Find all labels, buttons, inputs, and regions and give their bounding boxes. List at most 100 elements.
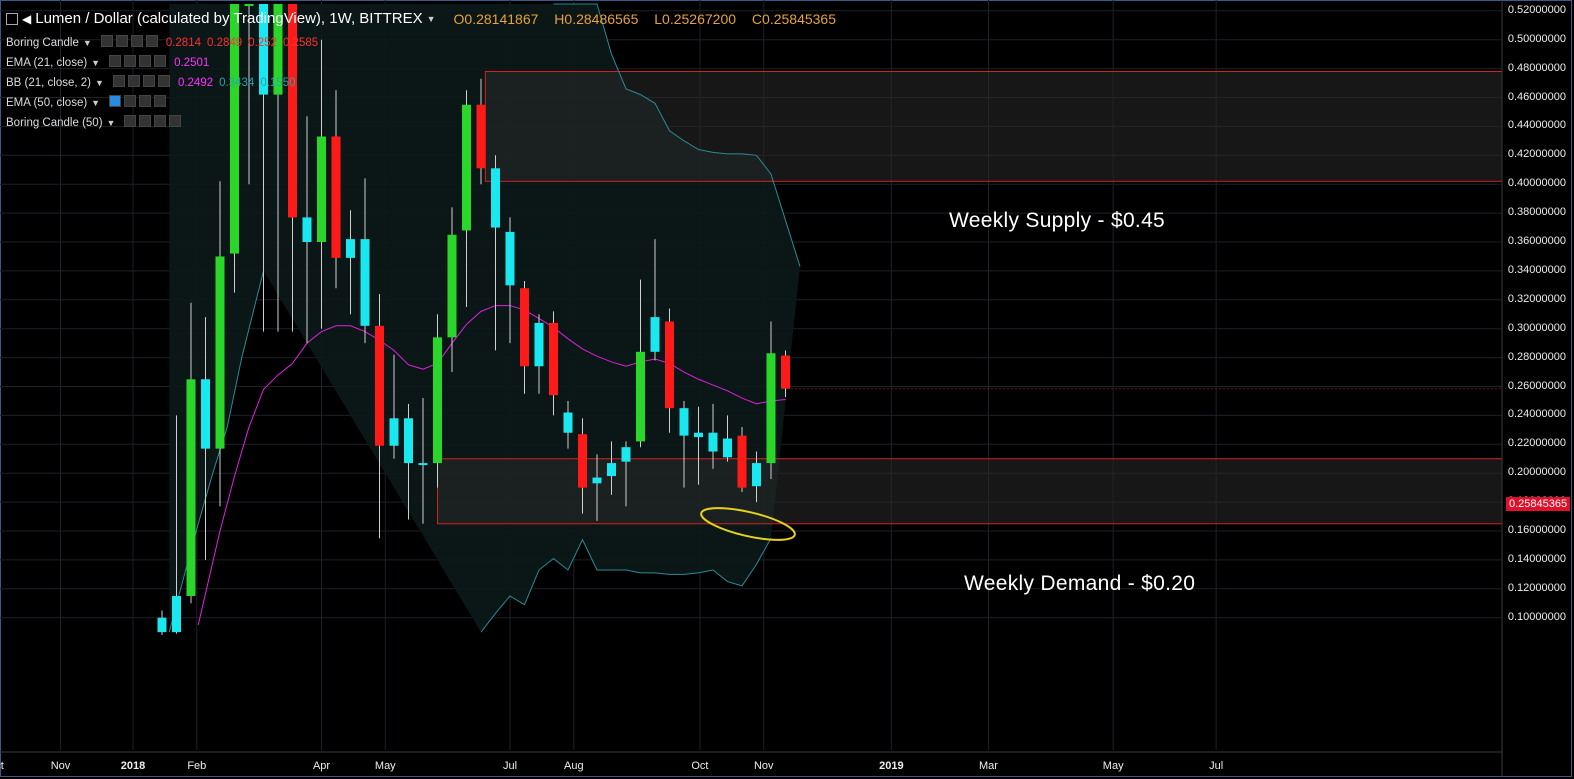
annotations (700, 507, 796, 541)
candle-body (172, 596, 181, 633)
y-tick-label: 0.16000000 (1507, 524, 1566, 536)
indicator-name[interactable]: Boring Candle (6, 36, 79, 49)
y-tick-label: 0.30000000 (1507, 321, 1566, 334)
indicator-name[interactable]: BB (21, close, 2) (6, 76, 92, 89)
candle-body (650, 317, 660, 352)
close-icon[interactable] (154, 55, 167, 67)
candle-body (578, 434, 587, 488)
close-icon[interactable] (154, 95, 167, 107)
eye-icon[interactable] (124, 95, 137, 107)
add-icon[interactable] (139, 55, 152, 67)
candle-body (331, 136, 341, 258)
indicator-value: 0.3434 (219, 76, 255, 89)
chevron-down-icon[interactable]: ▼ (82, 37, 92, 48)
eye-icon[interactable] (115, 35, 128, 47)
indicator-name[interactable]: EMA (50, close) (6, 96, 88, 109)
y-tick-label: 0.28000000 (1507, 350, 1566, 363)
candle-body (476, 104, 486, 169)
add-icon[interactable] (142, 75, 155, 87)
x-tick-label: Jul (1209, 760, 1224, 772)
demand-zone-label: Weekly Demand - $0.20 (964, 572, 1196, 595)
indicator-legend-row[interactable]: Boring Candle (50) ▼ (6, 115, 182, 130)
chevron-down-icon[interactable]: ▼ (91, 57, 101, 68)
close-value: C0.25845365 (751, 10, 836, 27)
y-tick-label: 0.22000000 (1507, 437, 1566, 450)
y-tick-label: 0.10000000 (1507, 610, 1566, 623)
chevron-down-icon[interactable]: ▼ (91, 97, 101, 108)
x-tick-label: Nov (753, 760, 774, 772)
settings-icon[interactable] (124, 115, 137, 127)
candle-body (302, 217, 312, 242)
candle-body (723, 438, 732, 458)
indicator-name[interactable]: EMA (21, close) (6, 56, 88, 69)
candle-body (389, 418, 399, 446)
candle-body (491, 168, 500, 228)
supply-demand-zones (437, 70, 1503, 525)
y-tick-label: 0.52000000 (1507, 3, 1566, 16)
candle-body (679, 408, 689, 436)
indicator-value: 0.2492 (177, 76, 214, 89)
candle-body (505, 231, 515, 286)
settings-icon[interactable] (109, 55, 122, 67)
settings-icon[interactable] (112, 75, 125, 87)
ohlc-values: O0.28141867 H0.28486565 L0.25267200 C0.2… (454, 11, 848, 27)
indicator-legend-row[interactable]: Boring Candle ▼ 0.2814 0.2849 0.252 0.2585 (6, 35, 324, 50)
y-tick-label: 0.50000000 (1507, 32, 1566, 45)
eye-icon[interactable] (127, 75, 140, 87)
y-tick-label: 0.42000000 (1507, 148, 1566, 161)
supply-zone (484, 70, 1503, 182)
symbol-title[interactable]: Lumen / Dollar (calculated by TradingVie… (35, 10, 423, 27)
settings-icon[interactable] (109, 95, 122, 107)
y-tick-label: 0.36000000 (1507, 235, 1566, 247)
y-tick-label: 0.38000000 (1507, 206, 1566, 219)
candle-body (636, 351, 645, 442)
candle-body (157, 617, 167, 633)
chevron-down-icon[interactable]: ▼ (106, 117, 116, 128)
candle-body (781, 355, 790, 389)
add-icon[interactable] (154, 115, 167, 127)
eye-icon[interactable] (124, 55, 137, 67)
x-tick-label: Jul (502, 760, 518, 772)
x-tick-label: May (374, 760, 396, 772)
chevron-down-icon[interactable]: ▼ (95, 77, 104, 88)
candle-body (288, 4, 297, 218)
y-tick-label: 0.12000000 (1507, 581, 1566, 594)
indicator-legend-row[interactable]: BB (21, close, 2) ▼ 0.2492 0.3434 0.1550 (6, 75, 302, 90)
y-tick-label: 0.48000000 (1507, 61, 1566, 74)
indicator-name[interactable]: Boring Candle (50) (6, 116, 103, 129)
eye-icon[interactable] (139, 115, 152, 127)
settings-icon[interactable] (100, 35, 113, 47)
add-icon[interactable] (139, 95, 152, 107)
candle-body (418, 463, 428, 466)
candle-body (462, 104, 471, 231)
collapse-toggle-icon[interactable] (6, 12, 18, 25)
y-tick-label: 0.44000000 (1507, 119, 1566, 132)
candle-body (360, 239, 370, 326)
chevron-down-icon[interactable]: ▼ (426, 13, 436, 24)
y-tick-label: 0.46000000 (1507, 90, 1566, 103)
x-tick-label: Oct (691, 760, 709, 772)
indicator-legend-row[interactable]: EMA (21, close) ▼ 0.2501 (6, 55, 215, 70)
x-tick-label: Feb (187, 760, 207, 772)
add-icon[interactable] (130, 35, 143, 47)
close-icon[interactable] (169, 115, 182, 127)
candle-body (244, 4, 254, 6)
x-tick-label: May (1102, 760, 1124, 772)
indicator-value: 0.2585 (282, 36, 319, 49)
candle-body (665, 321, 674, 409)
flag-icon: ◀ (22, 11, 32, 26)
close-icon[interactable] (157, 75, 170, 87)
open-value: O0.28141867 (453, 10, 539, 27)
candle-body (621, 447, 631, 462)
indicator-legend-row[interactable]: EMA (50, close) ▼ (6, 95, 167, 110)
candle-body (186, 379, 196, 597)
indicator-value: 0.252 (248, 36, 277, 49)
bb-upper-line (553, 3, 801, 267)
candle-body (534, 322, 544, 367)
close-icon[interactable] (145, 35, 158, 47)
candle-body (563, 412, 573, 433)
highlight-ellipse (700, 507, 796, 541)
candle-body (273, 4, 283, 95)
candle-body (433, 337, 442, 464)
